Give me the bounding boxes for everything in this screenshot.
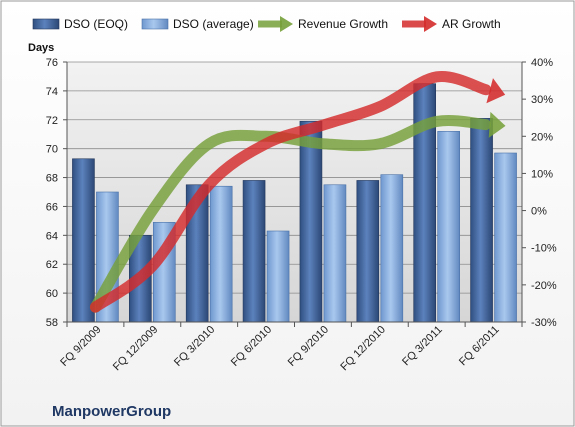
y-axis-title: Days [28, 42, 54, 54]
legend-label: DSO (EOQ) [64, 17, 128, 31]
bar-dso-eoq [72, 158, 95, 323]
legend: DSO (EOQ) DSO (average) Revenue Growth AR G… [32, 16, 501, 32]
y2-tick-label: 30% [531, 94, 553, 106]
bar-dso-average [323, 184, 347, 323]
y2-tick-label: 40% [531, 57, 553, 69]
y2-tick-label: 20% [531, 131, 553, 143]
revenue-growth-arrowhead [488, 111, 506, 138]
growth-lines [89, 71, 506, 313]
bar-dso-average [494, 152, 517, 323]
y-tick-label: 58 [46, 317, 58, 329]
y-tick-label: 76 [46, 57, 58, 69]
legend-arrow-head [280, 16, 293, 32]
y2-tick-label: -20% [531, 280, 557, 292]
y-tick-label: 74 [46, 86, 58, 98]
y-tick-label: 70 [46, 144, 58, 156]
bar-dso-average [380, 174, 404, 323]
legend-swatch [141, 18, 169, 30]
y2-tick-label: 0% [531, 206, 547, 218]
ar-growth-arrowhead [486, 78, 506, 104]
y2-tick-label: -30% [531, 317, 557, 329]
y2-tick-label: -10% [531, 243, 557, 255]
y-tick-label: 62 [46, 259, 58, 271]
bar-dso-average [209, 185, 233, 323]
legend-label: AR Growth [442, 17, 501, 31]
bar-dso-eoq [242, 180, 266, 323]
bar-dso-eoq [299, 120, 323, 323]
bar-dso-eoq [470, 118, 493, 323]
legend-swatch [32, 18, 60, 30]
y2-tick-label: 10% [531, 168, 553, 180]
y-tick-label: 60 [46, 288, 58, 300]
legend-label: Revenue Growth [298, 17, 388, 31]
bar-dso-average [437, 131, 460, 323]
bar-dso-eoq [356, 180, 380, 323]
y-tick-label: 72 [46, 115, 58, 127]
y-tick-label: 64 [46, 230, 58, 242]
y-tick-label: 68 [46, 173, 58, 185]
company-name: ManpowerGroup [52, 403, 171, 420]
legend-arrow-head [424, 16, 437, 32]
legend-label: DSO (average) [173, 17, 254, 31]
y-tick-label: 66 [46, 201, 58, 213]
ar-growth-line [89, 71, 492, 313]
bar-dso-average [266, 230, 290, 323]
